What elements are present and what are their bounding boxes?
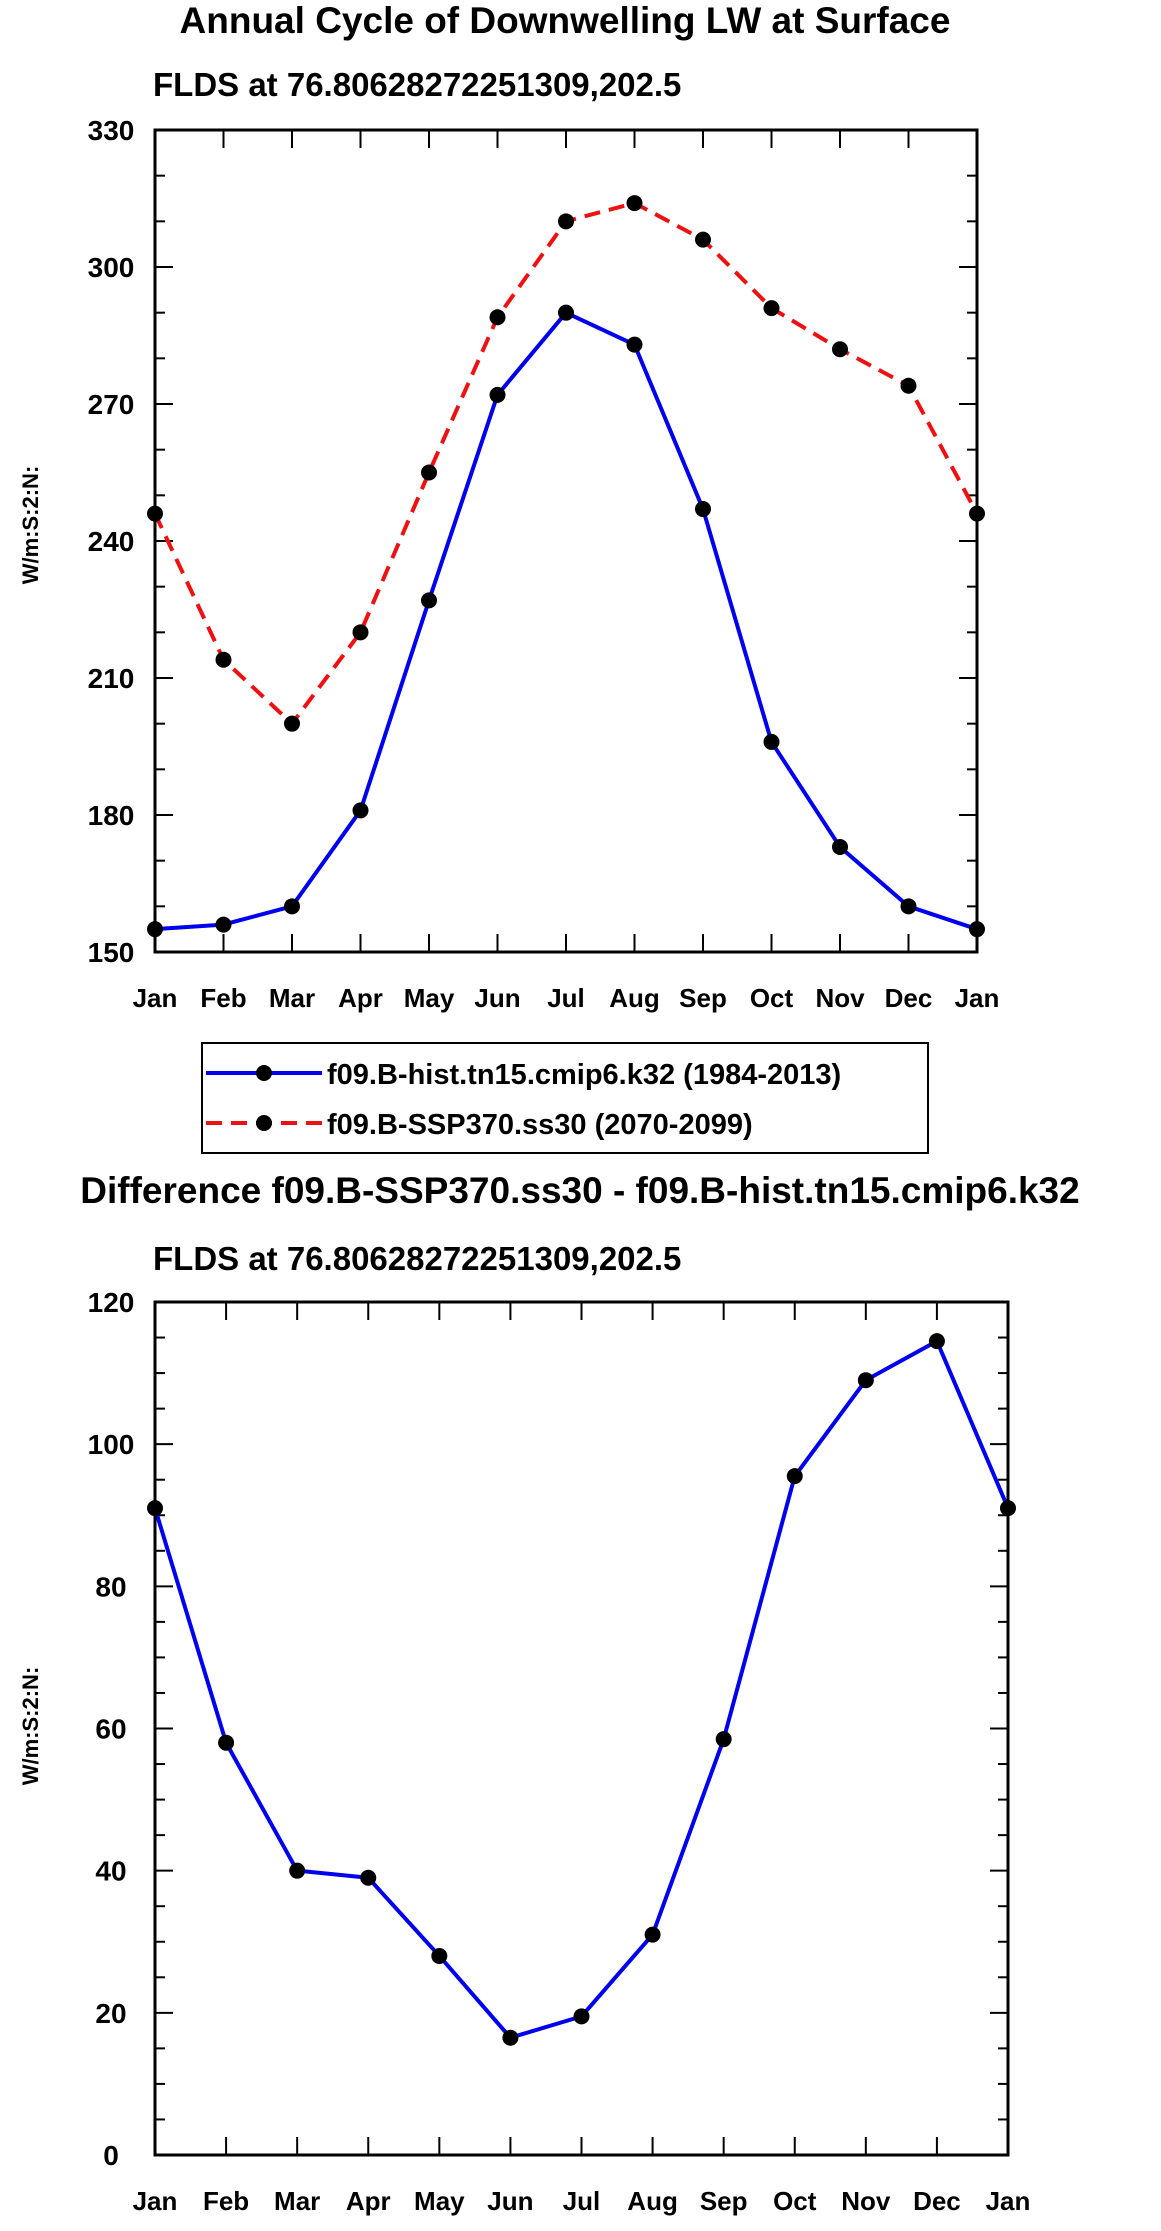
- x-tick-label: Aug: [609, 983, 660, 1013]
- data-point: [215, 916, 232, 933]
- y-tick-label: 100: [88, 1429, 135, 1460]
- data-point: [421, 464, 437, 481]
- x-tick-label: Feb: [203, 2186, 249, 2216]
- y-tick-label: 300: [88, 252, 135, 283]
- x-tick-label: Oct: [773, 2186, 817, 2216]
- data-point: [489, 386, 506, 403]
- y-tick-label: 330: [88, 115, 135, 146]
- legend-label-ssp: f09.B-SSP370.ss30 (2070-2099): [327, 1109, 753, 1141]
- x-tick-label: Jan: [986, 2186, 1031, 2216]
- data-point: [558, 304, 574, 321]
- chart-subtitle: FLDS at 76.80628272251309,202.5: [153, 66, 681, 103]
- y-tick-label: 0: [103, 2140, 119, 2171]
- x-tick-label: Sep: [679, 983, 727, 1013]
- y-tick-label: 80: [95, 1571, 126, 1602]
- x-tick-label: Apr: [346, 2186, 391, 2216]
- data-point: [900, 898, 917, 915]
- data-point: [289, 1862, 306, 1879]
- plot-frame: [153, 128, 979, 954]
- difference-chart: Difference f09.B-SSP370.ss30 - f09.B-his…: [18, 1170, 1080, 2216]
- x-tick-label: Nov: [841, 2186, 891, 2216]
- series-layer: [147, 1333, 1016, 2046]
- data-point: [715, 1731, 732, 1748]
- x-tick-label: May: [414, 2186, 465, 2216]
- data-point: [215, 651, 232, 668]
- x-tick-label: Nov: [815, 983, 865, 1013]
- data-point: [558, 213, 574, 230]
- data-point: [900, 377, 917, 394]
- y-axis-label: W/m:S:2:N:: [18, 1667, 43, 1786]
- x-tick-label: Jun: [487, 2186, 533, 2216]
- x-tick-label: Mar: [274, 2186, 320, 2216]
- data-point: [352, 802, 369, 819]
- data-point: [832, 838, 848, 855]
- x-tick-label: Oct: [750, 983, 794, 1013]
- data-point: [695, 501, 711, 518]
- chart-title: Annual Cycle of Downwelling LW at Surfac…: [180, 0, 951, 41]
- x-tick-label: Jul: [547, 983, 585, 1013]
- legend-marker-ssp: [256, 1115, 272, 1131]
- data-point: [218, 1734, 235, 1751]
- data-point: [832, 341, 848, 358]
- data-point: [928, 1333, 945, 1350]
- x-tick-label: Dec: [885, 983, 933, 1013]
- x-tick-label: Mar: [269, 983, 315, 1013]
- data-point: [284, 898, 300, 915]
- data-point: [626, 336, 643, 353]
- x-tick-label: Jan: [955, 983, 1000, 1013]
- x-tick-label: Jan: [133, 983, 178, 1013]
- legend-entry-hist: f09.B-hist.tn15.cmip6.k32 (1984-2013): [206, 1059, 841, 1091]
- legend-marker-hist: [256, 1065, 272, 1081]
- x-tick-label: Apr: [338, 983, 383, 1013]
- plot-frame: [153, 1300, 1010, 2157]
- data-point: [763, 300, 780, 317]
- x-tick-label: May: [404, 983, 455, 1013]
- data-point: [284, 715, 300, 732]
- data-point: [431, 1947, 448, 1964]
- tick-layer: 0 20 40 60 80 100 120 Jan Feb Mar Apr May Jun Jul Aug S…: [88, 1287, 1031, 2216]
- annual-cycle-chart: Annual Cycle of Downwelling LW at Surfac…: [18, 0, 1000, 1154]
- data-point: [695, 231, 711, 248]
- series-line-0: [153, 1339, 1010, 2040]
- y-tick-label: 180: [88, 800, 135, 831]
- data-point: [352, 624, 369, 641]
- x-tick-label: Jan: [133, 2186, 178, 2216]
- chart-subtitle: FLDS at 76.80628272251309,202.5: [153, 1240, 681, 1277]
- x-tick-label: Dec: [913, 2186, 961, 2216]
- y-tick-label: 40: [95, 1856, 126, 1887]
- data-point: [763, 733, 780, 750]
- data-point: [644, 1926, 661, 1943]
- data-point: [502, 2029, 519, 2046]
- data-point: [421, 592, 437, 609]
- data-point: [489, 309, 506, 326]
- series-layer: [147, 195, 985, 938]
- legend-box: [201, 1042, 929, 1154]
- legend-entry-ssp: f09.B-SSP370.ss30 (2070-2099): [206, 1109, 753, 1141]
- y-tick-label: 270: [88, 389, 135, 420]
- legend: f09.B-hist.tn15.cmip6.k32 (1984-2013) f0…: [201, 1042, 929, 1154]
- y-tick-label: 150: [88, 937, 135, 968]
- series-line-1: [153, 201, 979, 726]
- legend-label-hist: f09.B-hist.tn15.cmip6.k32 (1984-2013): [327, 1059, 841, 1091]
- data-point: [786, 1468, 803, 1485]
- series-line-0: [154, 310, 978, 932]
- chart-title: Difference f09.B-SSP370.ss30 - f09.B-his…: [80, 1170, 1079, 1211]
- y-axis-label: W/m:S:2:N:: [18, 466, 43, 585]
- tick-layer: 150 180 210 240 270 300 330 Jan Feb Mar Apr May Jun J…: [88, 115, 1000, 1013]
- x-tick-label: Jul: [563, 2186, 601, 2216]
- data-point: [360, 1869, 377, 1886]
- x-tick-label: Aug: [627, 2186, 678, 2216]
- x-tick-label: Feb: [200, 983, 246, 1013]
- x-tick-label: Sep: [700, 2186, 748, 2216]
- x-tick-label: Jun: [474, 983, 520, 1013]
- y-tick-label: 20: [95, 1998, 126, 2029]
- y-tick-label: 240: [88, 526, 135, 557]
- data-point: [857, 1372, 874, 1389]
- y-tick-label: 210: [88, 663, 135, 694]
- data-point: [626, 195, 643, 212]
- y-tick-label: 120: [88, 1287, 135, 1318]
- data-point: [573, 2008, 590, 2025]
- y-tick-label: 60: [95, 1714, 126, 1745]
